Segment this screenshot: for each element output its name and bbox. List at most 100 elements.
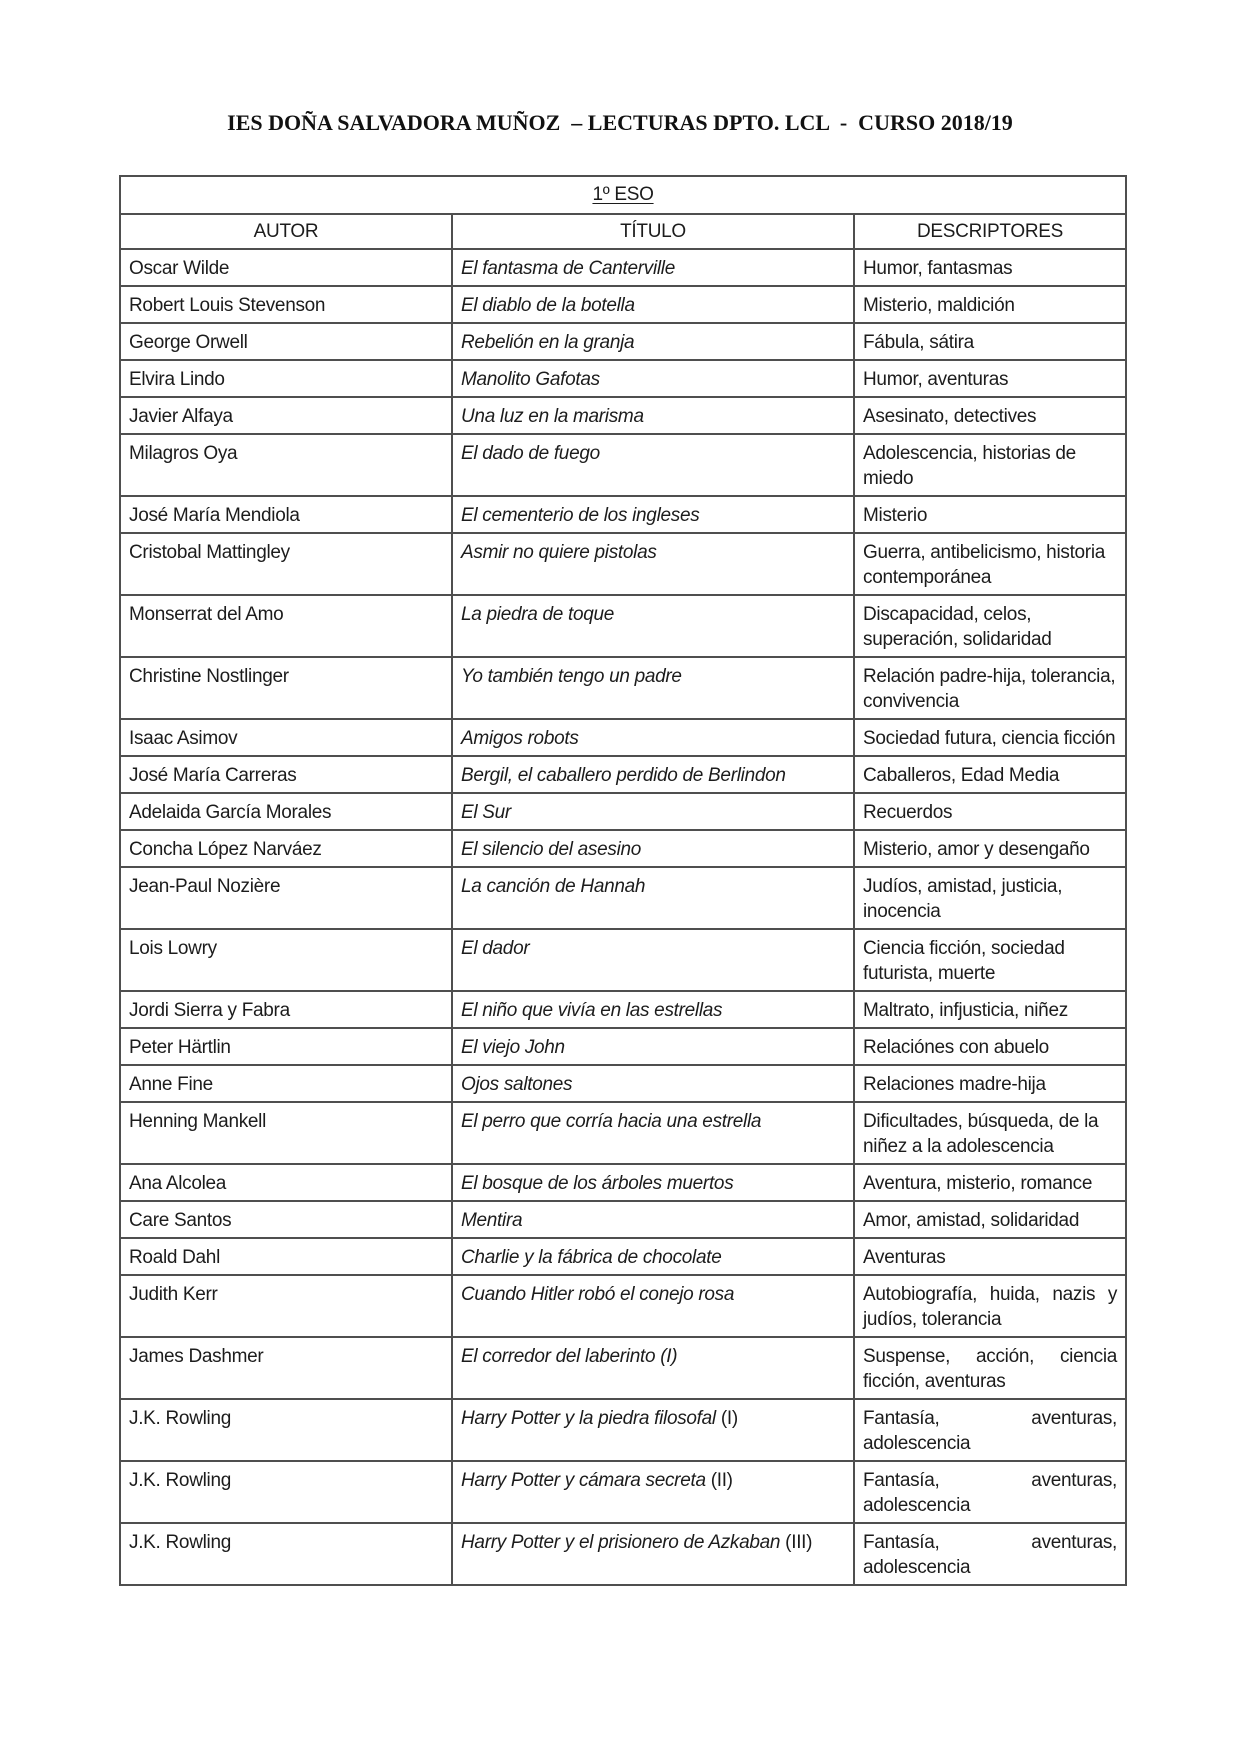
author-cell: Jordi Sierra y Fabra — [119, 990, 453, 1029]
title-text: El corredor del laberinto (I) — [461, 1346, 678, 1367]
column-header-autor: AUTOR — [119, 213, 453, 250]
descriptors-cell: Fantasía, aventuras, adolescencia — [852, 1398, 1128, 1462]
title-text: El niño que vivía en las estrellas — [461, 1000, 723, 1021]
table-row: José María Carreras Bergil, el caballero… — [119, 755, 1128, 794]
title-text: El Sur — [461, 802, 511, 823]
descriptors-cell: Adolescencia, historias de miedo — [852, 433, 1128, 497]
table-row: Peter Härtlin El viejo John Relaciónes c… — [119, 1027, 1128, 1066]
title-cell: Manolito Gafotas — [451, 359, 855, 398]
title-cell: El niño que vivía en las estrellas — [451, 990, 855, 1029]
title-cell: Harry Potter y cámara secreta (II) — [451, 1460, 855, 1524]
author-cell: Robert Louis Stevenson — [119, 285, 453, 324]
table-row: J.K. Rowling Harry Potter y cámara secre… — [119, 1460, 1128, 1524]
table-row: J.K. Rowling Harry Potter y la piedra fi… — [119, 1398, 1128, 1462]
section-header-text: 1º ESO — [592, 184, 654, 205]
author-cell: J.K. Rowling — [119, 1398, 453, 1462]
author-cell: George Orwell — [119, 322, 453, 361]
title-text: Rebelión en la granja — [461, 332, 635, 353]
title-cell: El perro que corría hacia una estrella — [451, 1101, 855, 1165]
author-cell: Elvira Lindo — [119, 359, 453, 398]
descriptors-cell: Suspense, acción, ciencia ficción, avent… — [852, 1336, 1128, 1400]
column-header-row: AUTOR TÍTULO DESCRIPTORES — [119, 213, 1128, 250]
section-header-row: 1º ESO — [118, 175, 1128, 215]
title-text: El dado de fuego — [461, 443, 600, 464]
descriptors-cell: Judíos, amistad, justicia, inocencia — [852, 866, 1128, 930]
table-row: Anne Fine Ojos saltones Relaciones madre… — [119, 1064, 1128, 1103]
title-text: La piedra de toque — [461, 604, 615, 625]
title-cell: Yo también tengo un padre — [451, 656, 855, 720]
author-cell: Anne Fine — [119, 1064, 453, 1103]
author-cell: James Dashmer — [119, 1336, 453, 1400]
table-row: Isaac Asimov Amigos robots Sociedad futu… — [119, 718, 1128, 757]
author-cell: Milagros Oya — [119, 433, 453, 497]
table-row: Elvira Lindo Manolito Gafotas Humor, ave… — [119, 359, 1128, 398]
title-cell: Harry Potter y el prisionero de Azkaban … — [451, 1522, 855, 1586]
title-cell: Rebelión en la granja — [451, 322, 855, 361]
title-cell: El silencio del asesino — [451, 829, 855, 868]
descriptors-cell: Fantasía, aventuras, adolescencia — [852, 1522, 1128, 1586]
title-suffix: (II) — [705, 1470, 733, 1491]
table-row: Oscar Wilde El fantasma de Canterville H… — [119, 248, 1128, 287]
descriptors-cell: Humor, fantasmas — [852, 248, 1128, 287]
table-row: José María Mendiola El cementerio de los… — [119, 495, 1128, 534]
title-text: El perro que corría hacia una estrella — [461, 1111, 762, 1132]
author-cell: Peter Härtlin — [119, 1027, 453, 1066]
descriptors-cell: Humor, aventuras — [852, 359, 1128, 398]
descriptors-cell: Relaciones madre-hija — [852, 1064, 1128, 1103]
title-text: Asmir no quiere pistolas — [461, 542, 657, 563]
table-row: Judith Kerr Cuando Hitler robó el conejo… — [119, 1274, 1128, 1338]
table-row: James Dashmer El corredor del laberinto … — [119, 1336, 1128, 1400]
title-cell: El Sur — [451, 792, 855, 831]
title-cell: Asmir no quiere pistolas — [451, 532, 855, 596]
table-row: Jordi Sierra y Fabra El niño que vivía e… — [119, 990, 1128, 1029]
title-cell: El corredor del laberinto (I) — [451, 1336, 855, 1400]
title-text: La canción de Hannah — [461, 876, 646, 897]
title-text: Mentira — [461, 1210, 523, 1231]
table-row: J.K. Rowling Harry Potter y el prisioner… — [119, 1522, 1128, 1586]
author-cell: José María Carreras — [119, 755, 453, 794]
descriptors-cell: Amor, amistad, solidaridad — [852, 1200, 1128, 1239]
descriptors-cell: Relación padre-hija, tolerancia, convive… — [852, 656, 1128, 720]
title-cell: La canción de Hannah — [451, 866, 855, 930]
table-row: Milagros Oya El dado de fuego Adolescenc… — [119, 433, 1128, 497]
title-text: Charlie y la fábrica de chocolate — [461, 1247, 722, 1268]
title-text: Una luz en la marisma — [461, 406, 644, 427]
title-text: Manolito Gafotas — [461, 369, 600, 390]
author-cell: Isaac Asimov — [119, 718, 453, 757]
author-cell: Monserrat del Amo — [119, 594, 453, 658]
table-row: Care Santos Mentira Amor, amistad, solid… — [119, 1200, 1128, 1239]
title-text: El silencio del asesino — [461, 839, 642, 860]
author-cell: Care Santos — [119, 1200, 453, 1239]
author-cell: Jean-Paul Nozière — [119, 866, 453, 930]
column-header-descriptores: DESCRIPTORES — [852, 213, 1128, 250]
descriptors-cell: Sociedad futura, ciencia ficción — [852, 718, 1128, 757]
author-cell: Judith Kerr — [119, 1274, 453, 1338]
table-row: Lois Lowry El dador Ciencia ficción, soc… — [119, 928, 1128, 992]
section-header-cell: 1º ESO — [118, 175, 1128, 215]
title-cell: El dador — [451, 928, 855, 992]
descriptors-cell: Fábula, sátira — [852, 322, 1128, 361]
author-cell: J.K. Rowling — [119, 1460, 453, 1524]
title-cell: El dado de fuego — [451, 433, 855, 497]
document-title: IES DOÑA SALVADORA MUÑOZ – LECTURAS DPTO… — [227, 110, 1013, 135]
author-cell: Cristobal Mattingley — [119, 532, 453, 596]
table-row: Robert Louis Stevenson El diablo de la b… — [119, 285, 1128, 324]
author-cell: Roald Dahl — [119, 1237, 453, 1276]
descriptors-cell: Autobiografía, huida, nazis y judíos, to… — [852, 1274, 1128, 1338]
title-cell: Amigos robots — [451, 718, 855, 757]
table-row: Christine Nostlinger Yo también tengo un… — [119, 656, 1128, 720]
descriptors-cell: Recuerdos — [852, 792, 1128, 831]
title-cell: Harry Potter y la piedra filosofal (I) — [451, 1398, 855, 1462]
title-cell: El bosque de los árboles muertos — [451, 1163, 855, 1202]
column-header-titulo: TÍTULO — [451, 213, 855, 250]
title-text: Yo también tengo un padre — [461, 666, 682, 687]
descriptors-cell: Aventura, misterio, romance — [852, 1163, 1128, 1202]
title-text: Harry Potter y el prisionero de Azkaban — [461, 1532, 781, 1553]
descriptors-cell: Guerra, antibelicismo, historia contempo… — [852, 532, 1128, 596]
descriptors-cell: Discapacidad, celos, superación, solidar… — [852, 594, 1128, 658]
title-text: El diablo de la botella — [461, 295, 635, 316]
title-cell: Bergil, el caballero perdido de Berlindo… — [451, 755, 855, 794]
title-text: Harry Potter y la piedra filosofal — [461, 1408, 716, 1429]
table-row: Javier Alfaya Una luz en la marisma Ases… — [119, 396, 1128, 435]
title-text: Amigos robots — [461, 728, 579, 749]
